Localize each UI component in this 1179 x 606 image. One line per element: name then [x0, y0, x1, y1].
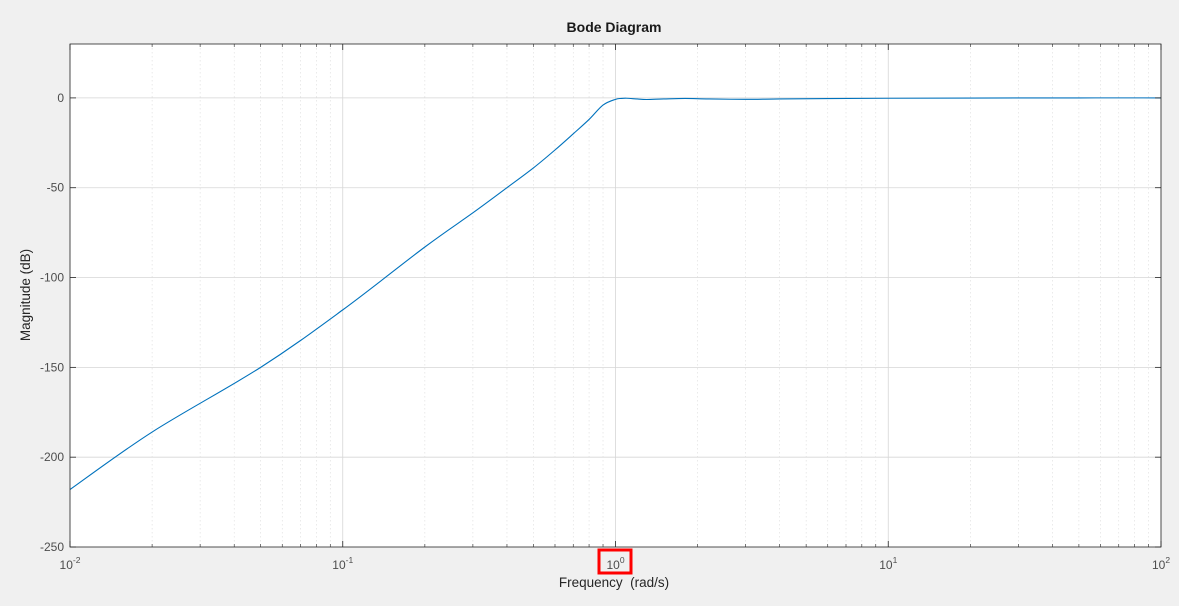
y-tick-label: -50 — [47, 181, 65, 195]
x-tick-label: 100 — [606, 555, 624, 572]
chart-title: Bode Diagram — [567, 19, 662, 35]
x-tick-label: 101 — [879, 555, 897, 572]
major-grid — [69, 44, 1162, 547]
y-tick-label: -100 — [40, 271, 64, 285]
y-tick-label: 0 — [57, 91, 64, 105]
y-tick-label: -200 — [40, 450, 64, 464]
x-tick-label: 102 — [1152, 555, 1170, 572]
y-axis-title: Magnitude (dB) — [18, 249, 33, 341]
y-tick-label: -250 — [40, 540, 64, 554]
magnitude-series-line — [69, 97, 1162, 490]
series-layer — [69, 97, 1162, 490]
x-axis-title: Frequency (rad/s) — [559, 575, 669, 590]
y-tick-labels: 0 -50 -100 -150 -200 -250 — [40, 91, 64, 554]
y-tick-label: -150 — [40, 360, 64, 374]
x-tick-labels: 10-2 10-1 100 101 102 — [60, 555, 1171, 572]
x-tick-label: 10-1 — [332, 555, 353, 572]
tick-marks — [69, 44, 1162, 548]
highlighted-tick-box — [597, 548, 633, 575]
x-tick-label: 10-2 — [60, 555, 81, 572]
